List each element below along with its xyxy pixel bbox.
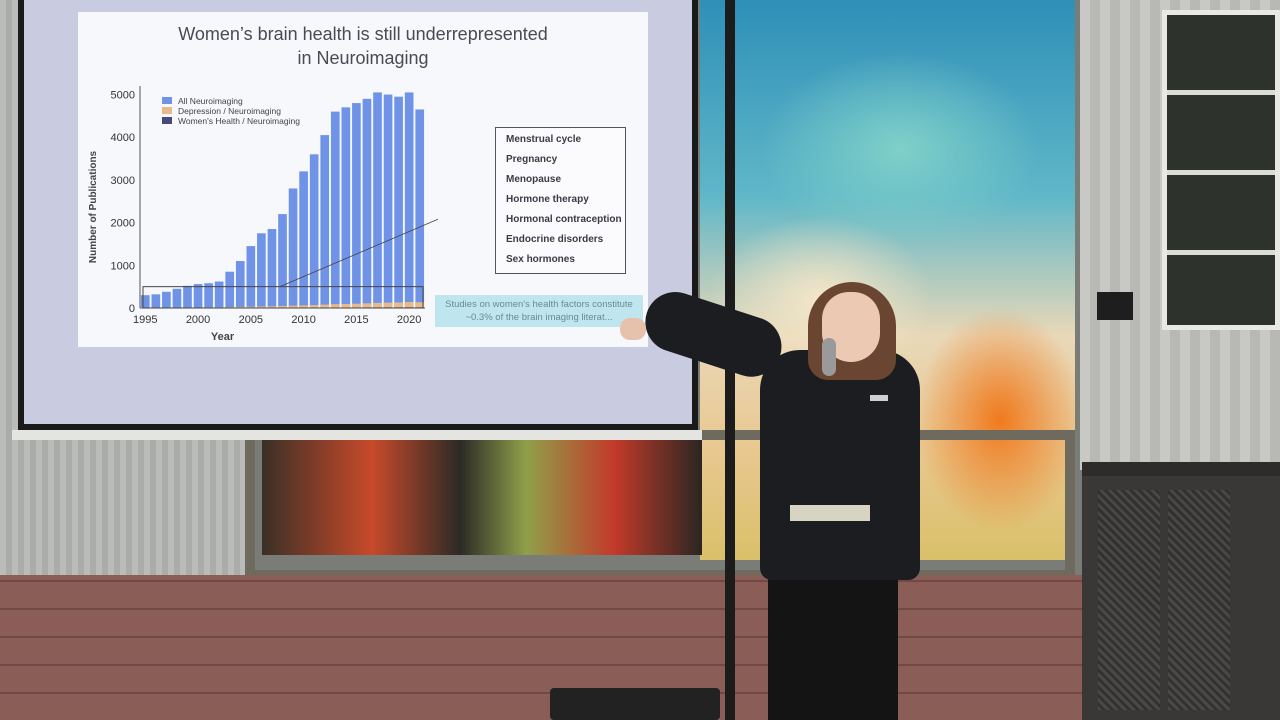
microphone — [822, 338, 836, 376]
bar-depression — [404, 302, 414, 308]
topics-box: Menstrual cycle Pregnancy Menopause Horm… — [495, 127, 626, 274]
bar-depression — [309, 305, 319, 308]
bar-depression — [235, 306, 245, 308]
bar-depression — [257, 306, 266, 308]
legend-label: Depression / Neuroimaging — [178, 106, 281, 116]
window — [1162, 10, 1280, 330]
bar-all-neuroimaging — [415, 109, 425, 308]
y-tick-label: 2000 — [111, 218, 135, 230]
equipment-case — [550, 688, 720, 720]
bar-depression — [415, 302, 425, 308]
bar-all-neuroimaging — [172, 288, 182, 308]
y-tick-label: 5000 — [111, 90, 135, 102]
bar-depression — [383, 302, 393, 308]
bar-all-neuroimaging — [225, 271, 235, 308]
cabinet-door-left — [1098, 490, 1160, 710]
bar-depression — [278, 305, 287, 308]
jacket-logo — [870, 395, 888, 401]
legend-swatch — [162, 97, 172, 104]
topic-item: Sex hormones — [506, 254, 575, 265]
mural-frame — [245, 430, 1075, 580]
y-axis-label: Number of Publications — [88, 150, 99, 263]
cabinet-door-right — [1168, 490, 1230, 710]
bar-all-neuroimaging — [267, 229, 277, 308]
topic-item: Menopause — [506, 174, 562, 185]
bar-all-neuroimaging — [257, 233, 266, 308]
bar-depression — [373, 302, 382, 308]
bar-all-neuroimaging — [383, 94, 393, 309]
bar-all-neuroimaging — [330, 111, 340, 308]
bar-all-neuroimaging — [288, 188, 298, 308]
bar-all-neuroimaging — [151, 294, 161, 308]
bar-all-neuroimaging — [246, 246, 256, 308]
bar-depression — [320, 304, 330, 308]
bar-all-neuroimaging — [352, 103, 361, 308]
x-tick-label: 2005 — [239, 314, 263, 326]
bar-depression — [246, 306, 256, 308]
legend-label: Women's Health / Neuroimaging — [178, 116, 300, 126]
bar-depression — [362, 303, 372, 308]
legend-swatch — [162, 117, 172, 124]
mural-lower-panel — [262, 440, 702, 555]
bar-depression — [352, 303, 361, 308]
bar-all-neuroimaging — [235, 261, 245, 308]
x-tick-label: 1995 — [133, 314, 157, 326]
zoom-highlight-box — [142, 286, 424, 309]
bar-all-neuroimaging — [140, 295, 150, 308]
topic-item: Hormonal contraception — [506, 214, 622, 225]
speaker-hand — [620, 318, 646, 340]
bar-all-neuroimaging — [394, 96, 403, 308]
y-tick-label: 3000 — [111, 175, 135, 187]
bar-depression — [299, 305, 308, 308]
x-tick-label: 2015 — [344, 314, 368, 326]
zoom-connector-line — [279, 218, 438, 288]
bar-all-neuroimaging — [193, 284, 203, 308]
bar-depression — [330, 304, 340, 308]
bar-depression — [341, 303, 351, 308]
bar-all-neuroimaging — [278, 214, 287, 308]
y-tick-label: 0 — [129, 303, 135, 315]
bar-all-neuroimaging — [320, 135, 330, 308]
bar-all-neuroimaging — [162, 291, 171, 308]
x-tick-label: 2000 — [186, 314, 210, 326]
bar-all-neuroimaging — [373, 92, 382, 309]
x-axis-label: Year — [211, 331, 235, 343]
bar-depression — [394, 302, 403, 308]
x-tick-label: 2010 — [291, 314, 315, 326]
bar-all-neuroimaging — [299, 171, 308, 308]
legend-swatch — [162, 107, 172, 114]
publications-bar-chart: 0 1000 2000 3000 4000 5000 1995 2000 2005 2010 201… — [88, 86, 438, 343]
y-tick-label: 1000 — [111, 260, 135, 272]
bar-depression — [288, 305, 298, 308]
bar-depression — [267, 306, 277, 308]
topic-item: Menstrual cycle — [506, 134, 582, 145]
bar-all-neuroimaging — [341, 107, 351, 308]
speaker-waistband — [790, 505, 870, 521]
x-tick-label: 2020 — [397, 314, 421, 326]
bar-all-neuroimaging — [362, 98, 372, 308]
slide-note: Studies on women's health factors consti… — [435, 295, 643, 327]
wall-plaque — [1097, 292, 1133, 320]
speaker-jacket — [760, 350, 920, 580]
bar-all-neuroimaging — [204, 283, 213, 308]
bar-all-neuroimaging — [183, 285, 192, 308]
topic-item: Endocrine disorders — [506, 234, 604, 245]
legend-label: All Neuroimaging — [178, 96, 243, 106]
screen-bottom-bar — [12, 430, 702, 440]
y-tick-label: 4000 — [111, 132, 135, 144]
topic-item: Hormone therapy — [506, 194, 589, 205]
slide-title: Women’s brain health is still underrepre… — [178, 24, 548, 68]
bar-all-neuroimaging — [404, 92, 414, 309]
topic-item: Pregnancy — [506, 154, 558, 165]
bar-all-neuroimaging — [309, 154, 319, 308]
bar-all-neuroimaging — [214, 281, 224, 308]
